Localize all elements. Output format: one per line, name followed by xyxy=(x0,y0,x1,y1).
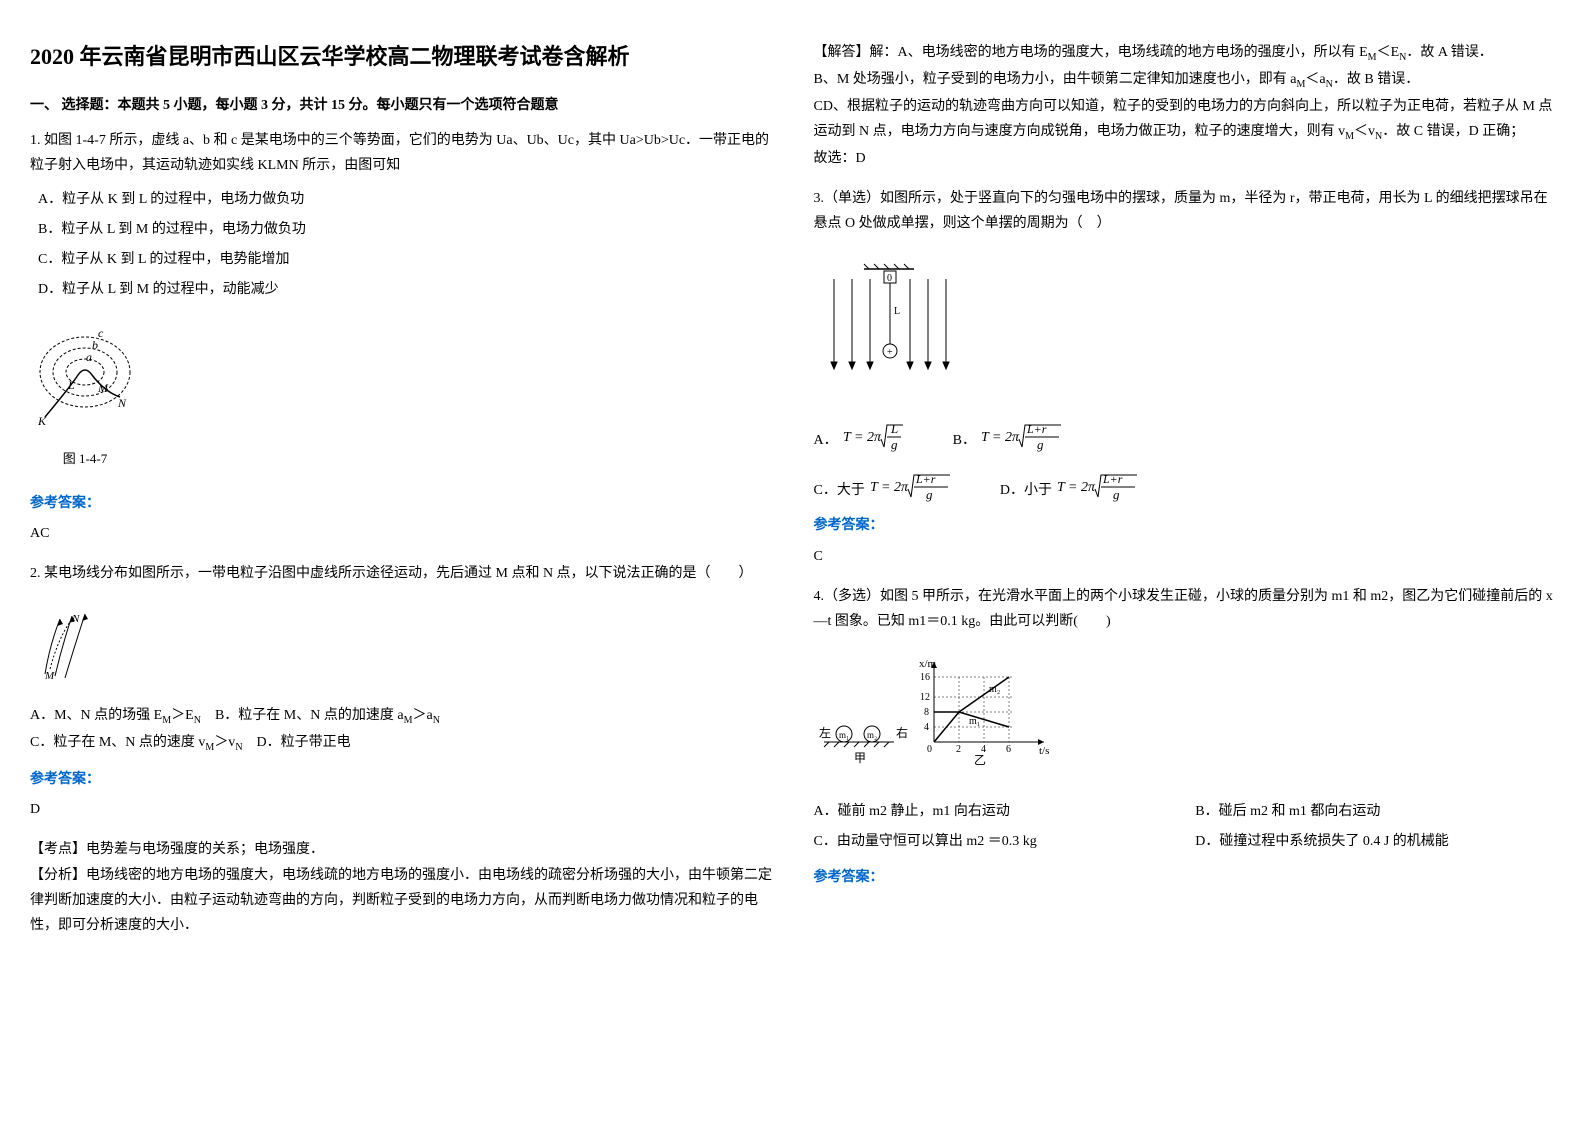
q2-fenxi: 【分析】电场线密的地方电场的强度大，电场线疏的地方电场的强度小．由电场线的疏密分… xyxy=(30,863,774,939)
formula-a-icon: T = 2π L g xyxy=(843,413,923,453)
question-4: 4.（多选）如图 5 甲所示，在光滑水平面上的两个小球发生正碰，小球的质量分别为… xyxy=(814,584,1558,890)
q2-kaodian: 【考点】电势差与电场强度的关系；电场强度． xyxy=(30,837,774,862)
svg-text:M: M xyxy=(44,670,55,682)
q2-jieda-line2: B、M 处场强小，粒子受到的电场力小，由牛顿第二定律知加速度也小，即有 aM＜a… xyxy=(814,67,1558,94)
q1-option-c: C．粒子从 K 到 L 的过程中，电势能增加 xyxy=(30,247,774,272)
svg-text:x/m: x/m xyxy=(919,658,937,670)
svg-text:L: L xyxy=(67,378,75,392)
q4-option-a: A．碰前 m2 静止，m1 向右运动 xyxy=(814,799,1176,824)
svg-text:T = 2π: T = 2π xyxy=(981,430,1020,445)
left-column: 2020 年云南省昆明市西山区云华学校高二物理联考试卷含解析 一、 选择题：本题… xyxy=(30,40,774,953)
svg-text:t/s: t/s xyxy=(1039,745,1049,757)
q2-answer-label: 参考答案： xyxy=(30,767,774,792)
q1-option-d: D．粒子从 L 到 M 的过程中，动能减少 xyxy=(30,277,774,302)
q1-answer-label: 参考答案： xyxy=(30,491,774,516)
q1-option-b: B．粒子从 L 到 M 的过程中，电场力做负功 xyxy=(30,217,774,242)
svg-text:m₂: m₂ xyxy=(867,730,877,740)
q2-jieda-line1: 【解答】解：A、电场线密的地方电场的强度大，电场线疏的地方电场的强度小，所以有 … xyxy=(814,40,1558,67)
q2-answer: D xyxy=(30,797,774,822)
svg-text:乙: 乙 xyxy=(974,753,986,767)
q1-figure: c b a L M N K 图 1-4-7 xyxy=(30,317,140,470)
svg-text:6: 6 xyxy=(1006,744,1011,755)
q2-figure: N M xyxy=(30,604,100,684)
svg-text:g: g xyxy=(926,487,933,502)
q2-option-a: A．M、N 点的场强 EM＞EN xyxy=(30,708,204,723)
q3-options-row2: C．大于 T = 2π L+r g D．小于 T = 2π L+r g xyxy=(814,463,1558,503)
svg-text:K: K xyxy=(37,414,47,428)
svg-text:8: 8 xyxy=(924,707,929,718)
q3-figure: 0 L + xyxy=(814,254,964,384)
svg-text:0: 0 xyxy=(927,744,932,755)
svg-text:4: 4 xyxy=(924,722,929,733)
q2-guxuan: 故选：D xyxy=(814,146,1558,171)
svg-text:16: 16 xyxy=(920,672,930,683)
q3-options-row1: A． T = 2π L g B． T = 2π L+r g xyxy=(814,413,1558,453)
svg-text:12: 12 xyxy=(920,692,930,703)
svg-text:T = 2π: T = 2π xyxy=(843,430,882,445)
svg-text:g: g xyxy=(1037,437,1044,452)
formula-d-icon: T = 2π L+r g xyxy=(1057,463,1157,503)
q4-option-b: B．碰后 m2 和 m1 都向右运动 xyxy=(1195,799,1557,824)
svg-text:2: 2 xyxy=(956,744,961,755)
section-1-header: 一、 选择题：本题共 5 小题，每小题 3 分，共计 15 分。每小题只有一个选… xyxy=(30,93,774,118)
svg-text:左: 左 xyxy=(819,725,831,740)
svg-text:b: b xyxy=(92,338,98,352)
q1-stem: 1. 如图 1-4-7 所示，虚线 a、b 和 c 是某电场中的三个等势面，它们… xyxy=(30,128,774,178)
q4-options: A．碰前 m2 静止，m1 向右运动 B．碰后 m2 和 m1 都向右运动 C．… xyxy=(814,799,1558,854)
svg-text:g: g xyxy=(891,437,898,452)
svg-text:c: c xyxy=(98,326,104,340)
q4-option-c: C．由动量守恒可以算出 m2 ＝0.3 kg xyxy=(814,829,1176,854)
svg-text:0: 0 xyxy=(887,273,892,284)
question-2: 2. 某电场线分布如图所示，一带电粒子沿图中虚线所示途径运动，先后通过 M 点和… xyxy=(30,561,774,938)
q3-option-c: C．大于 T = 2π L+r g xyxy=(814,463,970,503)
q3-stem: 3.（单选）如图所示，处于竖直向下的匀强电场中的摆球，质量为 m，半径为 r，带… xyxy=(814,186,1558,236)
svg-text:L: L xyxy=(890,421,898,436)
svg-text:+: + xyxy=(887,347,893,358)
svg-text:甲: 甲 xyxy=(854,751,866,765)
q2-options-row2: C．粒子在 M、N 点的速度 vM＞vN D．粒子带正电 xyxy=(30,730,774,757)
svg-text:T = 2π: T = 2π xyxy=(870,480,909,495)
q1-option-a: A．粒子从 K 到 L 的过程中，电场力做负功 xyxy=(30,187,774,212)
svg-text:N: N xyxy=(71,613,80,625)
q4-stem: 4.（多选）如图 5 甲所示，在光滑水平面上的两个小球发生正碰，小球的质量分别为… xyxy=(814,584,1558,634)
q1-answer: AC xyxy=(30,521,774,546)
q3-option-b: B． T = 2π L+r g xyxy=(953,413,1081,453)
svg-text:a: a xyxy=(86,350,92,364)
q4-option-d: D．碰撞过程中系统损失了 0.4 J 的机械能 xyxy=(1195,829,1557,854)
svg-text:L+r: L+r xyxy=(915,472,936,486)
q3-answer-label: 参考答案： xyxy=(814,513,1558,538)
svg-text:N: N xyxy=(117,396,127,410)
q1-caption: 图 1-4-7 xyxy=(30,447,140,470)
exam-title: 2020 年云南省昆明市西山区云华学校高二物理联考试卷含解析 xyxy=(30,40,774,73)
q2-option-c: C．粒子在 M、N 点的速度 vM＞vN xyxy=(30,735,246,750)
q2-jieda-line3: CD、根据粒子的运动的轨迹弯曲方向可以知道，粒子的受到的电场力的方向斜向上，所以… xyxy=(814,94,1558,146)
svg-text:m₂: m₂ xyxy=(989,684,1000,695)
q3-option-d: D．小于 T = 2π L+r g xyxy=(1000,463,1157,503)
q2-option-d: D．粒子带正电 xyxy=(257,735,351,750)
svg-text:右: 右 xyxy=(896,725,908,740)
svg-text:T = 2π: T = 2π xyxy=(1057,480,1096,495)
q2-option-b: B．粒子在 M、N 点的加速度 aM＞aN xyxy=(215,708,440,723)
q2-options-row1: A．M、N 点的场强 EM＞EN B．粒子在 M、N 点的加速度 aM＞aN xyxy=(30,703,774,730)
svg-text:m₁: m₁ xyxy=(969,716,980,727)
q4-answer-label: 参考答案： xyxy=(814,865,1558,890)
question-1: 1. 如图 1-4-7 所示，虚线 a、b 和 c 是某电场中的三个等势面，它们… xyxy=(30,128,774,546)
q4-figure: m₁ m₂ 左 右 甲 x/m t/s xyxy=(814,652,1054,772)
q3-option-a: A． T = 2π L g xyxy=(814,413,923,453)
svg-text:L+r: L+r xyxy=(1026,422,1047,436)
formula-c-icon: T = 2π L+r g xyxy=(870,463,970,503)
q2-stem: 2. 某电场线分布如图所示，一带电粒子沿图中虚线所示途径运动，先后通过 M 点和… xyxy=(30,561,774,586)
right-column: 【解答】解：A、电场线密的地方电场的强度大，电场线疏的地方电场的强度小，所以有 … xyxy=(814,40,1558,953)
svg-text:m₁: m₁ xyxy=(839,730,849,740)
q2-jieda: 【解答】解：A、电场线密的地方电场的强度大，电场线疏的地方电场的强度小，所以有 … xyxy=(814,40,1558,171)
question-3: 3.（单选）如图所示，处于竖直向下的匀强电场中的摆球，质量为 m，半径为 r，带… xyxy=(814,186,1558,569)
svg-text:M: M xyxy=(97,381,109,395)
svg-text:L: L xyxy=(894,306,900,317)
q3-answer: C xyxy=(814,544,1558,569)
svg-text:g: g xyxy=(1113,487,1120,502)
svg-text:L+r: L+r xyxy=(1102,472,1123,486)
formula-b-icon: T = 2π L+r g xyxy=(981,413,1081,453)
